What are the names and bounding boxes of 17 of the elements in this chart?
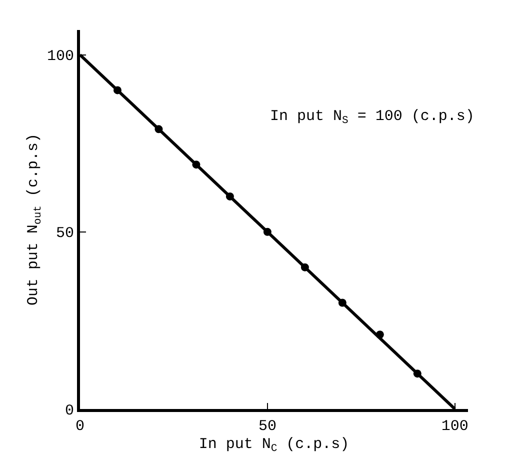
point bbox=[413, 370, 422, 378]
point bbox=[300, 263, 309, 272]
annotation: In put N$_{S}$ = 100 (c.p.s) bbox=[270, 108, 474, 128]
point bbox=[113, 86, 122, 94]
y-tick-label: 100 bbox=[46, 48, 74, 66]
point bbox=[263, 228, 272, 236]
x-tick-label: 0 bbox=[75, 418, 85, 435]
y-tick-label: 0 bbox=[64, 402, 74, 420]
point bbox=[376, 330, 384, 339]
point bbox=[338, 298, 346, 307]
point bbox=[226, 192, 234, 200]
y-tick-label: 50 bbox=[56, 225, 74, 242]
x-axis-title: In put N$_{C}$ (c.p.s) bbox=[198, 436, 350, 456]
x-tick-label: 100 bbox=[441, 418, 468, 435]
point bbox=[154, 125, 163, 134]
x-tick-label: 50 bbox=[258, 418, 276, 435]
point bbox=[192, 160, 200, 169]
